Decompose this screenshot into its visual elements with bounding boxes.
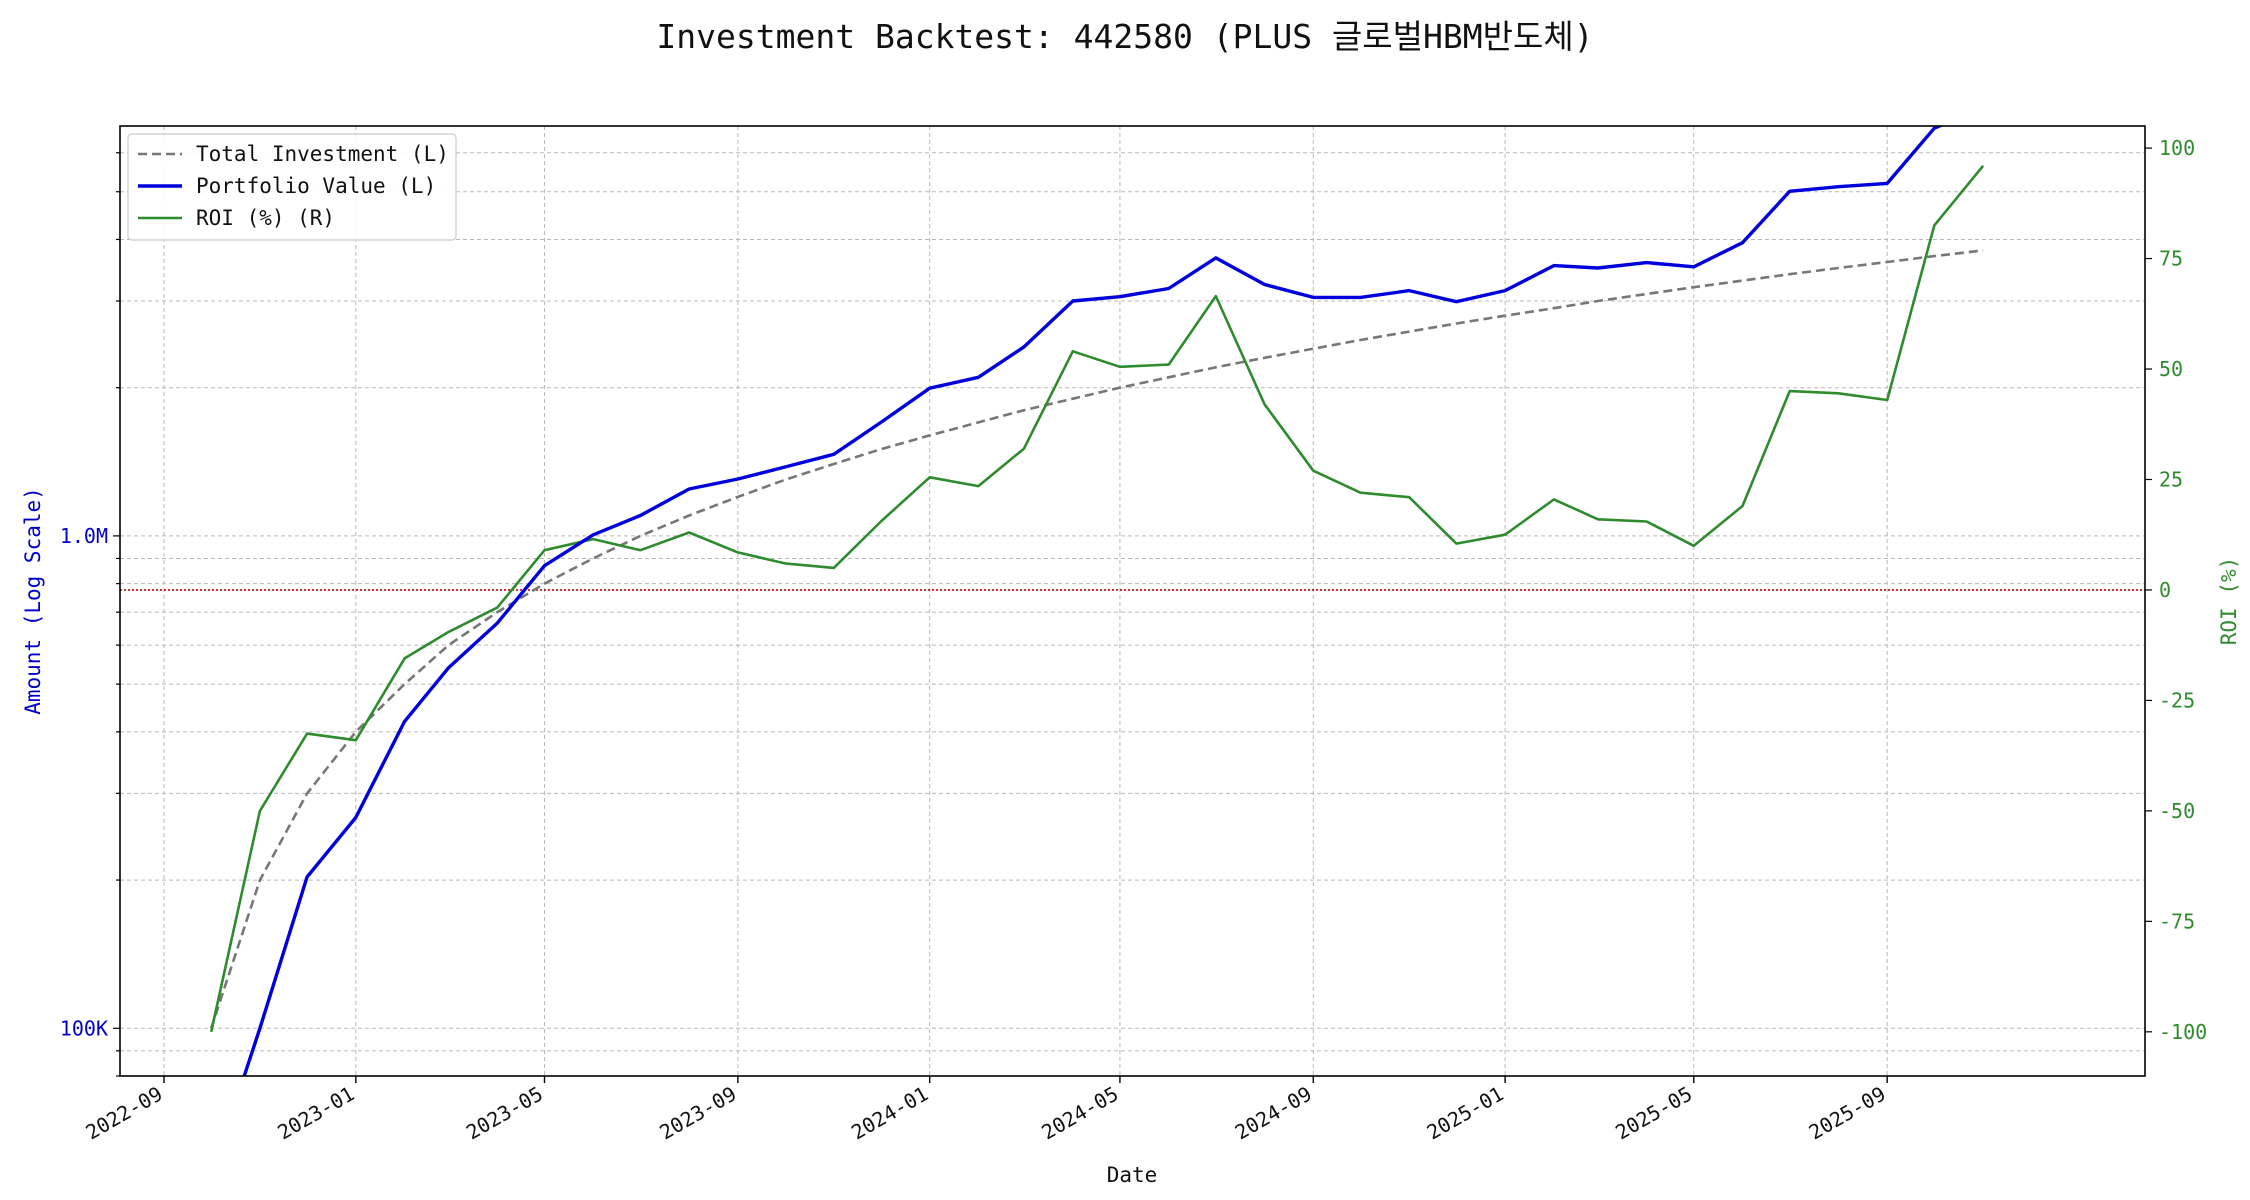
x-axis-label: Date xyxy=(1107,1163,1158,1187)
x-tick-label: 2023-01 xyxy=(273,1082,358,1145)
grid xyxy=(120,126,2145,1077)
x-tick-label: 2024-01 xyxy=(847,1082,932,1145)
legend-label-portfolio-value: Portfolio Value (L) xyxy=(196,174,436,198)
x-tick-label: 2024-09 xyxy=(1231,1082,1316,1145)
legend-box xyxy=(127,133,457,241)
right-tick-label: 0 xyxy=(2159,578,2171,602)
x-tick-label: 2024-05 xyxy=(1037,1082,1122,1145)
x-tick-label: 2025-05 xyxy=(1611,1082,1696,1145)
right-tick-label: -100 xyxy=(2159,1020,2207,1044)
x-tick-label: 2023-05 xyxy=(462,1082,547,1145)
right-tick-label: -25 xyxy=(2159,688,2195,712)
series-line-roi-r xyxy=(209,164,1985,1033)
legend-label-roi: ROI (%) (R) xyxy=(196,206,335,230)
x-tick-label: 2025-01 xyxy=(1423,1082,1508,1145)
legend: Total Investment (L) Portfolio Value (L)… xyxy=(127,133,457,241)
right-tick-label: -75 xyxy=(2159,909,2195,933)
chart-title: Investment Backtest: 442580 (PLUS 글로벌HBM… xyxy=(656,17,1593,56)
x-tick-label: 2022-09 xyxy=(82,1082,167,1145)
right-axis-ticks: -100 -75 -50 -25 0 25 50 75 100 xyxy=(2145,136,2207,1044)
left-axis-label: Amount (Log Scale) xyxy=(21,487,45,715)
legend-label-total-investment: Total Investment (L) xyxy=(196,142,449,166)
series-line-total-investment-l xyxy=(209,249,1984,1029)
right-tick-label: 75 xyxy=(2159,247,2183,271)
right-tick-label: -50 xyxy=(2159,799,2195,823)
x-tick-label: 2025-09 xyxy=(1805,1082,1890,1145)
left-tick-label: 100K xyxy=(60,1016,108,1040)
plot-frame xyxy=(119,125,2146,1077)
right-tick-label: 100 xyxy=(2159,136,2195,160)
plot-area xyxy=(120,126,2145,1076)
right-axis-label: ROI (%) xyxy=(2217,557,2241,646)
series-line-portfolio-value-l xyxy=(242,126,1944,1076)
right-tick-label: 25 xyxy=(2159,467,2183,491)
x-axis-ticks: 2022-09 2023-01 2023-05 2023-09 2024-01 2024-… xyxy=(82,1076,1890,1144)
right-tick-label: 50 xyxy=(2159,357,2183,381)
left-axis-ticks: 100K 1.0M xyxy=(60,152,120,1077)
x-tick-label: 2023-09 xyxy=(655,1082,740,1145)
left-tick-label: 1.0M xyxy=(60,524,108,548)
